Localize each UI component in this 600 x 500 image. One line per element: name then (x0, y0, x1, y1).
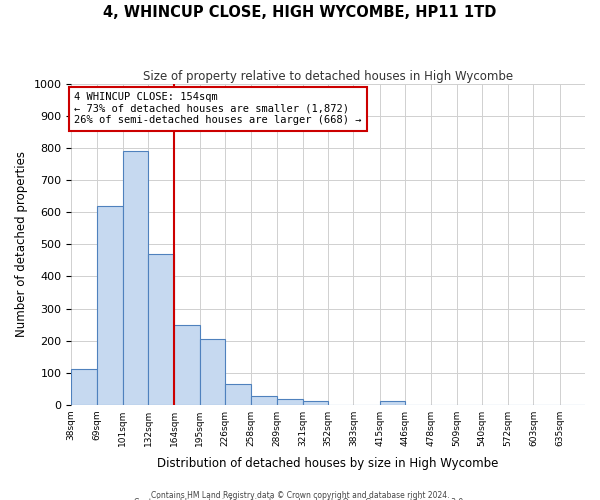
Bar (277, 399, 303, 404)
Text: Contains HM Land Registry data © Crown copyright and database right 2024.: Contains HM Land Registry data © Crown c… (151, 490, 449, 500)
Text: 4 WHINCUP CLOSE: 154sqm
← 73% of detached houses are smaller (1,872)
26% of semi: 4 WHINCUP CLOSE: 154sqm ← 73% of detache… (74, 92, 361, 126)
Bar (251, 396, 277, 404)
Bar (97, 206, 123, 404)
Bar (303, 402, 328, 404)
Bar (175, 324, 200, 404)
Bar (225, 384, 251, 404)
Title: Size of property relative to detached houses in High Wycombe: Size of property relative to detached ho… (143, 70, 513, 83)
Text: 4, WHINCUP CLOSE, HIGH WYCOMBE, HP11 1TD: 4, WHINCUP CLOSE, HIGH WYCOMBE, HP11 1TD (103, 5, 497, 20)
Text: Contains public sector information licensed under the Open Government Licence v3: Contains public sector information licen… (134, 498, 466, 500)
Bar (200, 339, 225, 404)
Bar (380, 402, 405, 404)
Bar (148, 254, 175, 404)
Y-axis label: Number of detached properties: Number of detached properties (15, 152, 28, 338)
X-axis label: Distribution of detached houses by size in High Wycombe: Distribution of detached houses by size … (157, 457, 499, 470)
Bar (123, 152, 148, 404)
Bar (71, 370, 97, 404)
